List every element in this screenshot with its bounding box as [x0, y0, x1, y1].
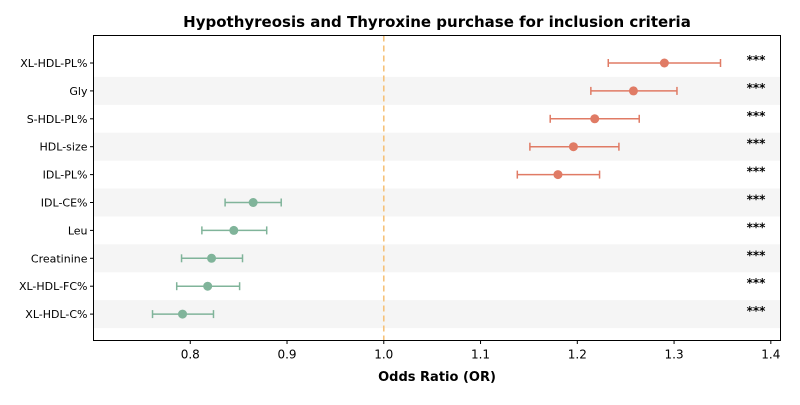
row-shading [93, 76, 781, 329]
y-tick-label: HDL-size [40, 141, 88, 154]
x-tick-label: 0.9 [277, 348, 296, 362]
or-point [590, 114, 600, 124]
x-tick-label: 1.0 [374, 348, 393, 362]
significance-label: *** [747, 304, 767, 318]
or-point [628, 86, 638, 96]
x-tick-label: 0.8 [181, 348, 200, 362]
significance-label: *** [747, 165, 767, 179]
y-tick-label: IDL-PL% [43, 169, 88, 182]
y-tick-label: XL-HDL-FC% [19, 280, 88, 293]
or-point [203, 281, 213, 291]
y-tick-label: Creatinine [31, 252, 88, 265]
y-tick-label: Leu [68, 224, 88, 237]
significance-label: *** [747, 137, 767, 151]
or-point [568, 142, 578, 152]
or-point [229, 225, 239, 235]
significance-label: *** [747, 248, 767, 262]
or-point [178, 309, 188, 319]
x-tick-label: 1.3 [665, 348, 684, 362]
significance-label: *** [747, 109, 767, 123]
y-tick-label: XL-HDL-PL% [20, 57, 87, 70]
y-tick-label: Gly [69, 85, 88, 98]
chart-title: Hypothyreosis and Thyroxine purchase for… [183, 13, 691, 31]
y-tick-label: S-HDL-PL% [27, 113, 88, 126]
y-tick-label: IDL-CE% [41, 197, 88, 210]
x-tick-label: 1.1 [471, 348, 490, 362]
x-tick-label: 1.4 [761, 348, 780, 362]
or-point [207, 253, 217, 263]
or-point [553, 170, 563, 180]
significance-label: *** [747, 276, 767, 290]
y-axis: XL-HDL-PL% Gly S-HDL-PL% HDL-size IDL-PL% IDL… [19, 57, 94, 321]
y-tick-label: XL-HDL-C% [25, 308, 87, 321]
significance-label: *** [747, 81, 767, 95]
data-marks: *** *** *** *** *** *** *** *** *** *** [151, 53, 767, 319]
x-axis-label: Odds Ratio (OR) [378, 370, 496, 385]
or-point [659, 58, 669, 68]
or-point [248, 198, 258, 207]
significance-label: *** [747, 53, 767, 67]
plot-frame [93, 35, 781, 341]
row-band [93, 188, 781, 217]
row-band [93, 132, 781, 161]
significance-label: *** [747, 193, 767, 207]
x-axis: 0.8 0.9 1.0 1.1 1.2 1.3 1.4 [181, 340, 780, 362]
x-tick-label: 1.2 [568, 348, 587, 362]
significance-label: *** [747, 220, 767, 234]
